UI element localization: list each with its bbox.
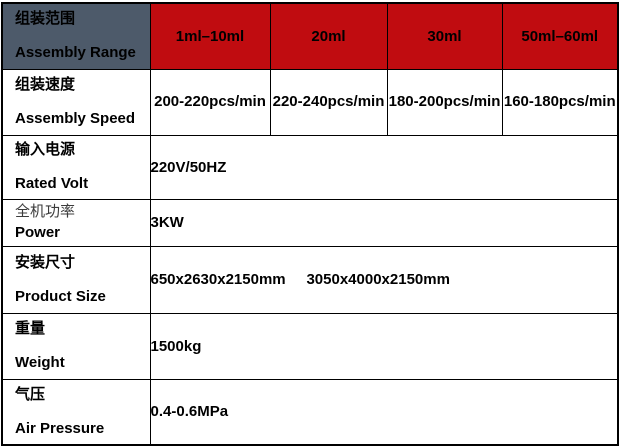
air-pressure-row: 气压 Air Pressure 0.4-0.6MPa <box>1 378 619 446</box>
air-pressure-label-en: Air Pressure <box>15 419 105 437</box>
rated-volt-label-en: Rated Volt <box>15 175 89 192</box>
power-row: 全机功率 Power 3KW <box>1 198 619 247</box>
air-pressure-label-cn: 气压 <box>15 385 46 403</box>
power-value: 3KW <box>149 198 619 247</box>
rated-volt-label-cn: 输入电源 <box>15 141 76 158</box>
assembly-speed-value-4: 160-180pcs/min <box>501 68 619 136</box>
assembly-speed-row: 组装速度 Assembly Speed 200-220pcs/min 220-2… <box>1 68 619 136</box>
weight-label-en: Weight <box>15 354 65 371</box>
product-size-value: 650x2630x2150mm 3050x4000x2150mm <box>149 245 619 314</box>
product-size-label-en: Product Size <box>15 287 106 305</box>
assembly-speed-label-en: Assembly Speed <box>15 110 136 127</box>
weight-label-cell: 重量 Weight <box>1 312 151 380</box>
assembly-range-label-cn: 组装范围 <box>15 10 76 28</box>
rated-volt-label-cell: 输入电源 Rated Volt <box>1 134 151 200</box>
column-header-20ml: 20ml <box>269 2 388 70</box>
column-header-1ml-10ml: 1ml–10ml <box>149 2 271 70</box>
air-pressure-value: 0.4-0.6MPa <box>149 378 619 446</box>
air-pressure-label-cell: 气压 Air Pressure <box>1 378 151 446</box>
power-label-cn: 全机功率 <box>15 204 76 220</box>
power-label-en: Power <box>15 224 61 241</box>
weight-label-cn: 重量 <box>15 320 46 337</box>
assembly-range-label-en: Assembly Range <box>15 44 136 62</box>
product-size-label-cn: 安装尺寸 <box>15 253 76 271</box>
weight-row: 重量 Weight 1500kg <box>1 312 619 380</box>
rated-volt-row: 输入电源 Rated Volt 220V/50HZ <box>1 134 619 200</box>
assembly-speed-value-2: 220-240pcs/min <box>269 68 388 136</box>
assembly-speed-value-3: 180-200pcs/min <box>386 68 503 136</box>
weight-value: 1500kg <box>149 312 619 380</box>
column-header-30ml: 30ml <box>386 2 503 70</box>
power-label-cell: 全机功率 Power <box>1 198 151 247</box>
rated-volt-value: 220V/50HZ <box>149 134 619 200</box>
assembly-speed-value-1: 200-220pcs/min <box>149 68 271 136</box>
header-row: 组装范围 Assembly Range 1ml–10ml 20ml 30ml 5… <box>1 2 619 70</box>
column-header-50ml-60ml: 50ml–60ml <box>501 2 619 70</box>
product-size-row: 安装尺寸 Product Size 650x2630x2150mm 3050x4… <box>1 245 619 314</box>
assembly-speed-label-cn: 组装速度 <box>15 76 76 93</box>
product-size-label-cell: 安装尺寸 Product Size <box>1 245 151 314</box>
assembly-speed-label-cell: 组装速度 Assembly Speed <box>1 68 151 136</box>
assembly-range-header-cell: 组装范围 Assembly Range <box>1 2 151 70</box>
